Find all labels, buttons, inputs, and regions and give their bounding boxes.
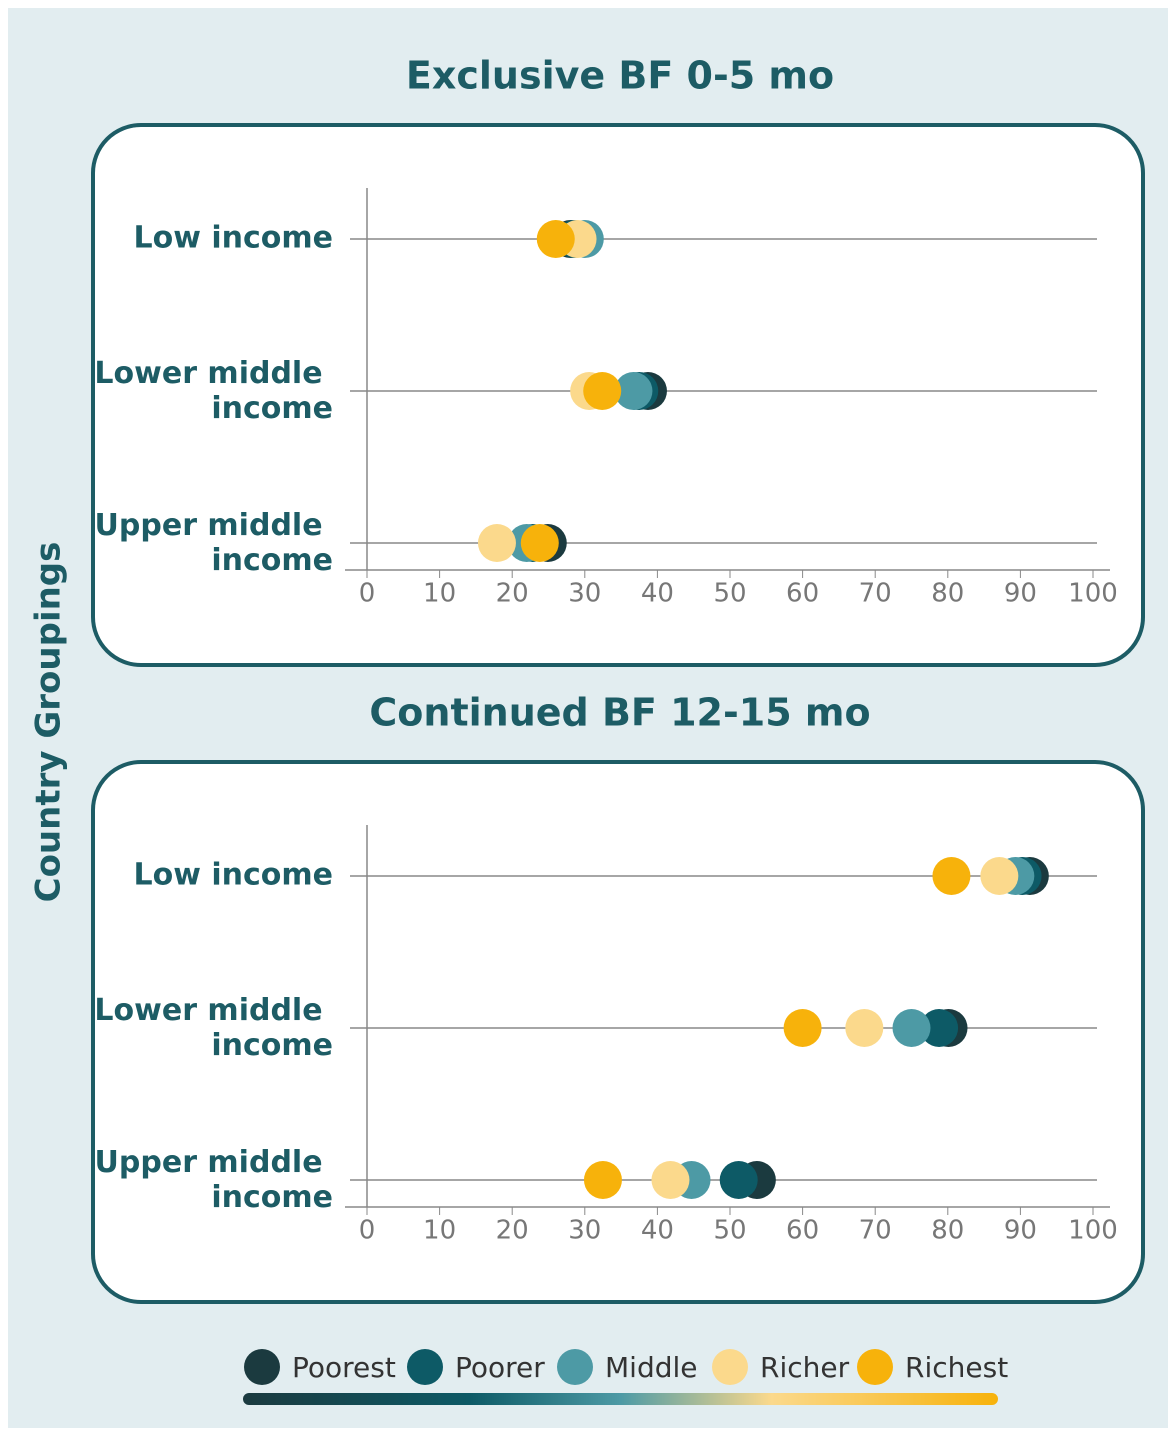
dot: Middle xyxy=(892,1009,931,1047)
x-tick-label: 10 xyxy=(423,1216,456,1246)
dot: Richest xyxy=(583,372,622,410)
legend-marker xyxy=(407,1349,443,1385)
x-tick-label: 30 xyxy=(568,579,601,609)
x-tick-label: 80 xyxy=(931,579,964,609)
x-tick-label: 100 xyxy=(1068,1216,1118,1246)
x-tick-label: 20 xyxy=(496,1216,529,1246)
category-label: Upper middle income xyxy=(95,508,333,578)
dot: Richest xyxy=(783,1009,822,1047)
chart-title: Exclusive BF 0-5 mo xyxy=(406,54,834,98)
legend-marker xyxy=(857,1349,893,1385)
x-tick-label: 90 xyxy=(1004,579,1037,609)
legend-marker xyxy=(244,1349,280,1385)
category-label: Upper middle income xyxy=(95,1145,333,1215)
x-tick-label: 80 xyxy=(931,1216,964,1246)
x-tick-label: 30 xyxy=(568,1216,601,1246)
category-label-line: Upper middle xyxy=(95,508,333,543)
category-label: Lower middle income xyxy=(94,356,333,426)
legend-bar xyxy=(243,1393,998,1405)
category-label-line: Lower middle xyxy=(94,993,333,1028)
x-tick-label: 50 xyxy=(713,1216,746,1246)
dot: Poorer xyxy=(920,1009,959,1047)
legend-label: Richer xyxy=(760,1351,850,1384)
x-tick-label: 40 xyxy=(641,1216,674,1246)
x-tick-label: 60 xyxy=(786,1216,819,1246)
x-tick-label: 0 xyxy=(359,579,376,609)
dot: Richest xyxy=(520,524,559,562)
dot: Middle xyxy=(614,372,653,410)
category-label-line: income xyxy=(211,391,333,426)
x-tick-label: 40 xyxy=(641,579,674,609)
legend-marker xyxy=(557,1349,593,1385)
dot: Richest xyxy=(932,857,971,895)
dot: Richer xyxy=(845,1009,884,1047)
legend-label: Richest xyxy=(905,1351,1008,1384)
y-axis-label: Country Groupings xyxy=(29,542,69,903)
x-tick-label: 0 xyxy=(359,1216,376,1246)
x-tick-label: 90 xyxy=(1004,1216,1037,1246)
x-tick-label: 50 xyxy=(713,579,746,609)
panel xyxy=(91,760,1145,1304)
category-label-line: Upper middle xyxy=(95,1145,333,1180)
category-label-line: income xyxy=(211,1180,333,1215)
dot: Richest xyxy=(536,220,575,258)
x-tick-label: 20 xyxy=(496,579,529,609)
category-label: Low income xyxy=(133,858,333,893)
legend-label: Poorer xyxy=(455,1351,545,1384)
x-tick-label: 10 xyxy=(423,579,456,609)
dot: Richest xyxy=(583,1161,622,1199)
dot: Richer xyxy=(980,857,1019,895)
x-tick-label: 60 xyxy=(786,579,819,609)
legend-label: Middle xyxy=(605,1351,698,1384)
x-tick-label: 70 xyxy=(859,1216,892,1246)
category-label-line: income xyxy=(211,543,333,578)
dot: Poorer xyxy=(719,1161,758,1199)
dot: Richer xyxy=(477,524,516,562)
x-tick-label: 100 xyxy=(1068,579,1118,609)
category-label-line: income xyxy=(211,1028,333,1063)
legend-label: Poorest xyxy=(292,1351,396,1384)
category-label-line: Lower middle xyxy=(94,356,333,391)
category-label: Low income xyxy=(133,221,333,256)
x-tick-label: 70 xyxy=(859,579,892,609)
category-label: Lower middle income xyxy=(94,993,333,1063)
legend-marker xyxy=(712,1349,748,1385)
chart-title: Continued BF 12-15 mo xyxy=(369,691,870,735)
dot: Richer xyxy=(651,1161,690,1199)
